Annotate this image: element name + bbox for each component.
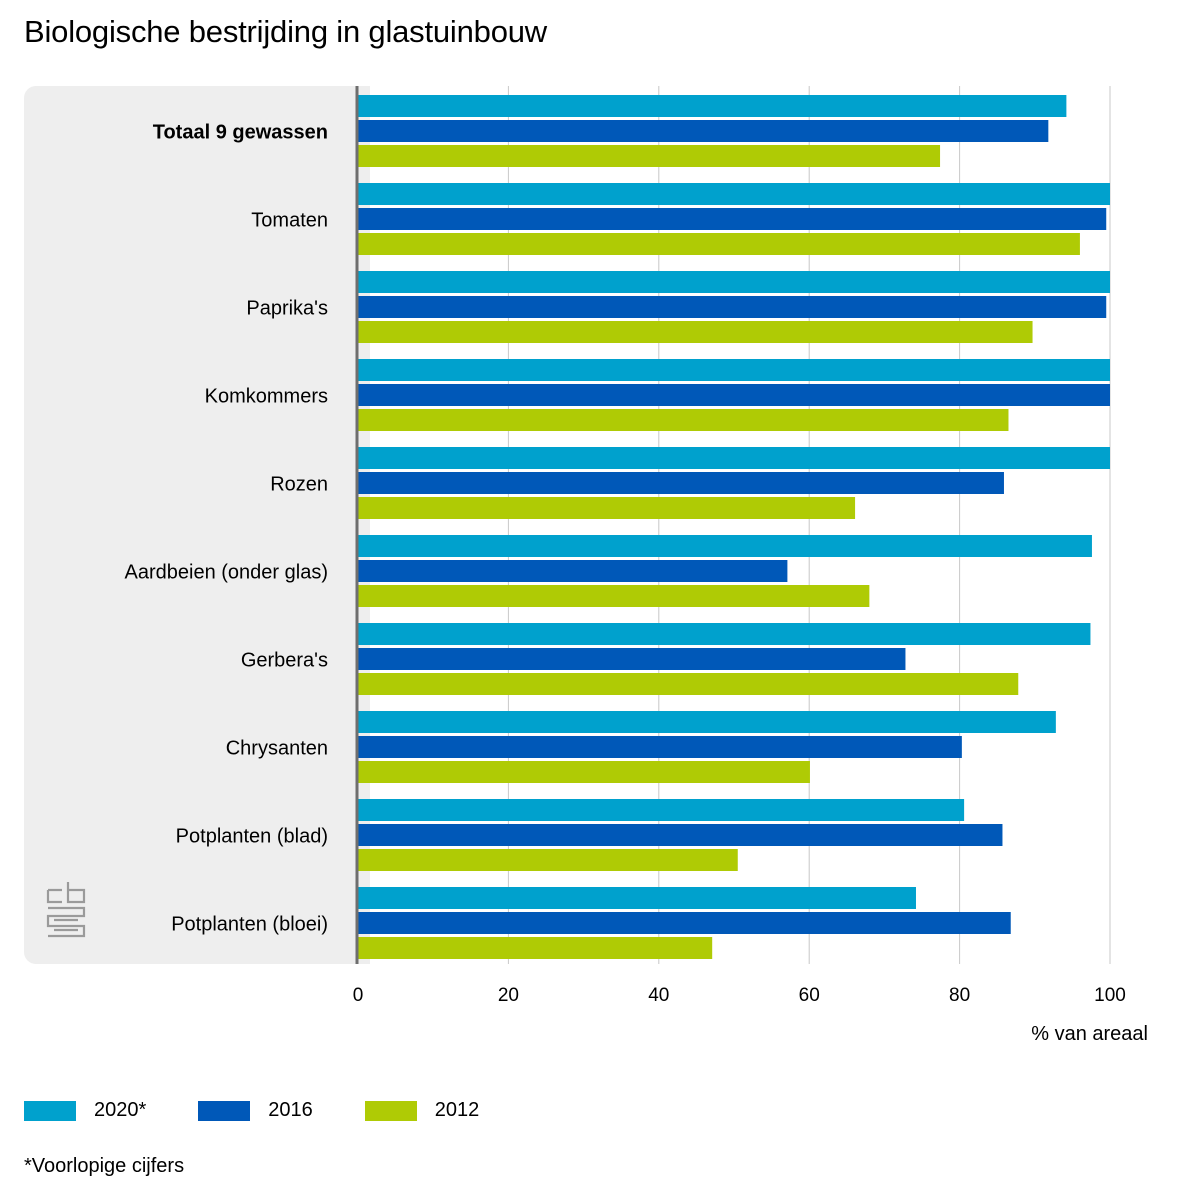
category-label: Totaal 9 gewassen [152,121,328,144]
legend-swatch-2012 [364,1100,417,1121]
x-tick-labels: 0 20 40 60 80 100 [353,985,1126,1006]
footnote: *Voorlopige cijfers [24,1155,185,1177]
bar-chart: 0 20 40 60 80 100 [353,86,1126,1006]
category-panel [24,86,370,964]
x-tick-label-20: 20 [498,985,519,1006]
legend: 2020* 2016 2012 [24,1099,531,1122]
category-label: Tomaten [251,209,328,232]
bar-2020-9 [358,887,916,909]
legend-item-2020: 2020* [24,1099,146,1122]
bar-2012-3 [358,409,1009,431]
category-label: Chrysanten [225,737,328,760]
bar-2020-6 [358,623,1091,645]
category-label: Gerbera's [240,649,328,672]
bar-2012-1 [358,233,1080,255]
x-tick-label-80: 80 [949,985,970,1006]
bar-2012-6 [358,673,1019,695]
bar-2012-4 [358,497,856,519]
legend-item-2016: 2016 [198,1099,313,1122]
chart-title: Biologische bestrijding in glastuinbouw [24,14,547,49]
category-label: Paprika's [246,297,328,320]
bar-2016-6 [358,648,906,670]
bar-2020-7 [358,711,1056,733]
bar-2012-0 [358,145,941,167]
x-tick-label-100: 100 [1094,985,1126,1006]
x-axis-title: % van areaal [1031,1023,1148,1045]
bar-2016-2 [358,296,1107,318]
category-label: Rozen [270,473,328,496]
legend-item-2012: 2012 [364,1099,480,1122]
bar-2012-9 [358,937,713,959]
bar-2020-4 [358,447,1110,469]
bar-2020-0 [358,95,1067,117]
bar-2016-1 [358,208,1107,230]
bar-2020-2 [358,271,1110,293]
legend-swatch-2016 [198,1100,251,1121]
legend-swatch-2020 [24,1100,76,1121]
bar-2012-2 [358,321,1033,343]
legend-label-2020: 2020* [94,1099,147,1121]
bar-2016-5 [358,560,788,582]
bar-2016-7 [358,736,962,758]
bar-2012-5 [358,585,870,607]
bar-2012-7 [358,761,810,783]
bar-2020-3 [358,359,1110,381]
category-label: Potplanten (bloei) [171,913,328,936]
bar-2020-1 [358,183,1110,205]
category-label: Aardbeien (onder glas) [124,561,328,584]
bars [358,95,1110,959]
category-label: Komkommers [204,385,328,408]
cbs-logo-icon [46,880,86,945]
bar-2016-0 [358,120,1049,142]
bar-2020-8 [358,799,965,821]
bar-2016-9 [358,912,1011,934]
bar-2012-8 [358,849,738,871]
x-tick-label-0: 0 [353,985,364,1006]
bar-2016-3 [358,384,1110,406]
legend-label-2012: 2012 [434,1099,480,1121]
legend-label-2016: 2016 [268,1099,313,1121]
bar-2016-4 [358,472,1004,494]
x-tick-label-60: 60 [799,985,820,1006]
bar-2016-8 [358,824,1003,846]
x-tick-label-40: 40 [648,985,669,1006]
bar-2020-5 [358,535,1092,557]
category-label: Potplanten (blad) [175,825,328,848]
